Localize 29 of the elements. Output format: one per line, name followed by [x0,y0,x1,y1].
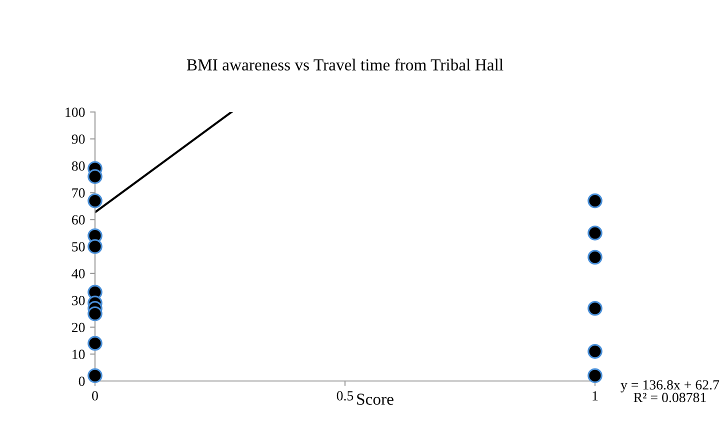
point [88,336,102,351]
point [588,250,602,265]
point [88,368,102,384]
point [88,169,102,184]
x-tick-label: 0 [92,391,98,400]
y-tick-label: 50 [72,242,85,252]
point [588,368,602,384]
y-tick-label: 80 [72,161,85,171]
x-tick-label: 1 [592,391,598,400]
y-tick-label: 70 [72,188,85,198]
y-tick-label: 40 [72,268,85,278]
y-tick-label: 100 [66,108,85,117]
chart-title: BMI awareness vs Travel time from Tribal Hall [186,58,504,70]
text: y = 136.8x + 62.7 R² = 0.08781 [620,380,720,402]
point [588,344,602,359]
point [588,300,602,316]
point [88,239,102,254]
y-tick-label: 30 [72,296,85,306]
x-tick-label: 0.5 [336,391,354,401]
point [88,306,102,322]
y-tick-label: 0 [78,376,85,386]
y-tick-label: 10 [72,350,85,360]
point [588,193,602,208]
point [588,226,602,240]
point [88,193,102,208]
y-tick-label: 60 [72,215,85,225]
y-tick-label: 20 [72,322,85,332]
x-axis-title: Score [357,394,394,405]
y-tick-label: 90 [72,134,85,144]
